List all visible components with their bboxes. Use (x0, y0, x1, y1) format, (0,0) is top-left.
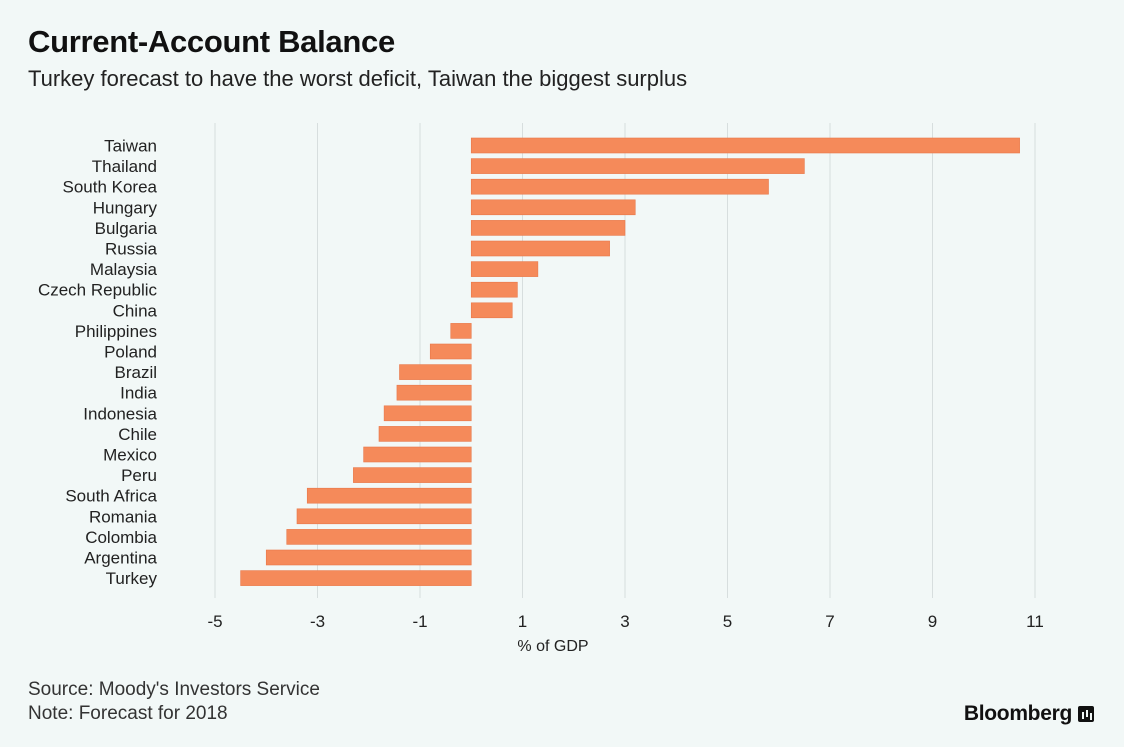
forecast-note: Note: Forecast for 2018 (28, 703, 228, 724)
bar (353, 467, 472, 483)
category-label: Colombia (85, 528, 157, 547)
bar (286, 529, 472, 545)
bar (378, 426, 472, 442)
category-label: Czech Republic (38, 281, 158, 300)
category-label: Hungary (93, 198, 158, 217)
brand-name: Bloomberg (963, 702, 1072, 725)
x-tick-label: 7 (825, 612, 834, 631)
x-tick-label: 3 (620, 612, 629, 631)
bar (470, 302, 513, 319)
category-label: Indonesia (83, 404, 157, 423)
category-label: Russia (105, 240, 158, 259)
category-label: Philippines (75, 322, 157, 341)
category-label: Thailand (92, 157, 157, 176)
bar (399, 364, 472, 380)
bar (470, 199, 636, 216)
x-tick-label: 1 (518, 612, 527, 631)
chart-subtitle: Turkey forecast to have the worst defici… (28, 66, 688, 91)
category-label: Chile (118, 425, 157, 444)
category-label: South Korea (62, 178, 157, 197)
chart-title: Current-Account Balance (28, 24, 395, 59)
bar (450, 323, 472, 339)
bar (470, 261, 539, 277)
bar (306, 487, 472, 504)
category-label: Peru (121, 466, 157, 485)
bar (470, 178, 769, 195)
category-label: India (120, 384, 157, 403)
bar (470, 158, 805, 174)
category-label: Malaysia (90, 260, 158, 279)
category-label: Romania (89, 507, 158, 526)
x-tick-label: 5 (723, 612, 732, 631)
x-tick-label: -3 (310, 612, 325, 631)
category-label: Brazil (114, 363, 157, 382)
bar (470, 220, 626, 236)
bar (240, 570, 472, 586)
category-label: Argentina (84, 549, 157, 568)
category-label: Taiwan (104, 137, 157, 156)
category-label: South Africa (65, 487, 157, 506)
category-label: Bulgaria (95, 219, 158, 238)
x-tick-label: -1 (412, 612, 427, 631)
bar (470, 281, 518, 298)
bar (396, 384, 472, 401)
category-label: Mexico (103, 446, 157, 465)
bar (470, 240, 610, 257)
source-note: Source: Moody's Investors Service (28, 679, 320, 700)
bloomberg-chart-icon (1078, 706, 1094, 722)
x-tick-label: 11 (1026, 612, 1044, 631)
category-label: Turkey (106, 569, 158, 588)
bar (265, 549, 472, 566)
x-tick-label: -5 (207, 612, 222, 631)
x-axis-title: % of GDP (517, 638, 588, 655)
bloomberg-logo: Bloomberg (964, 702, 1094, 726)
bar (470, 137, 1020, 154)
bar (429, 343, 472, 360)
x-tick-label: 9 (928, 612, 937, 631)
category-label: Poland (104, 343, 157, 362)
category-label: China (113, 301, 158, 320)
bar (363, 446, 472, 463)
bar (383, 405, 472, 422)
bar (296, 508, 472, 525)
